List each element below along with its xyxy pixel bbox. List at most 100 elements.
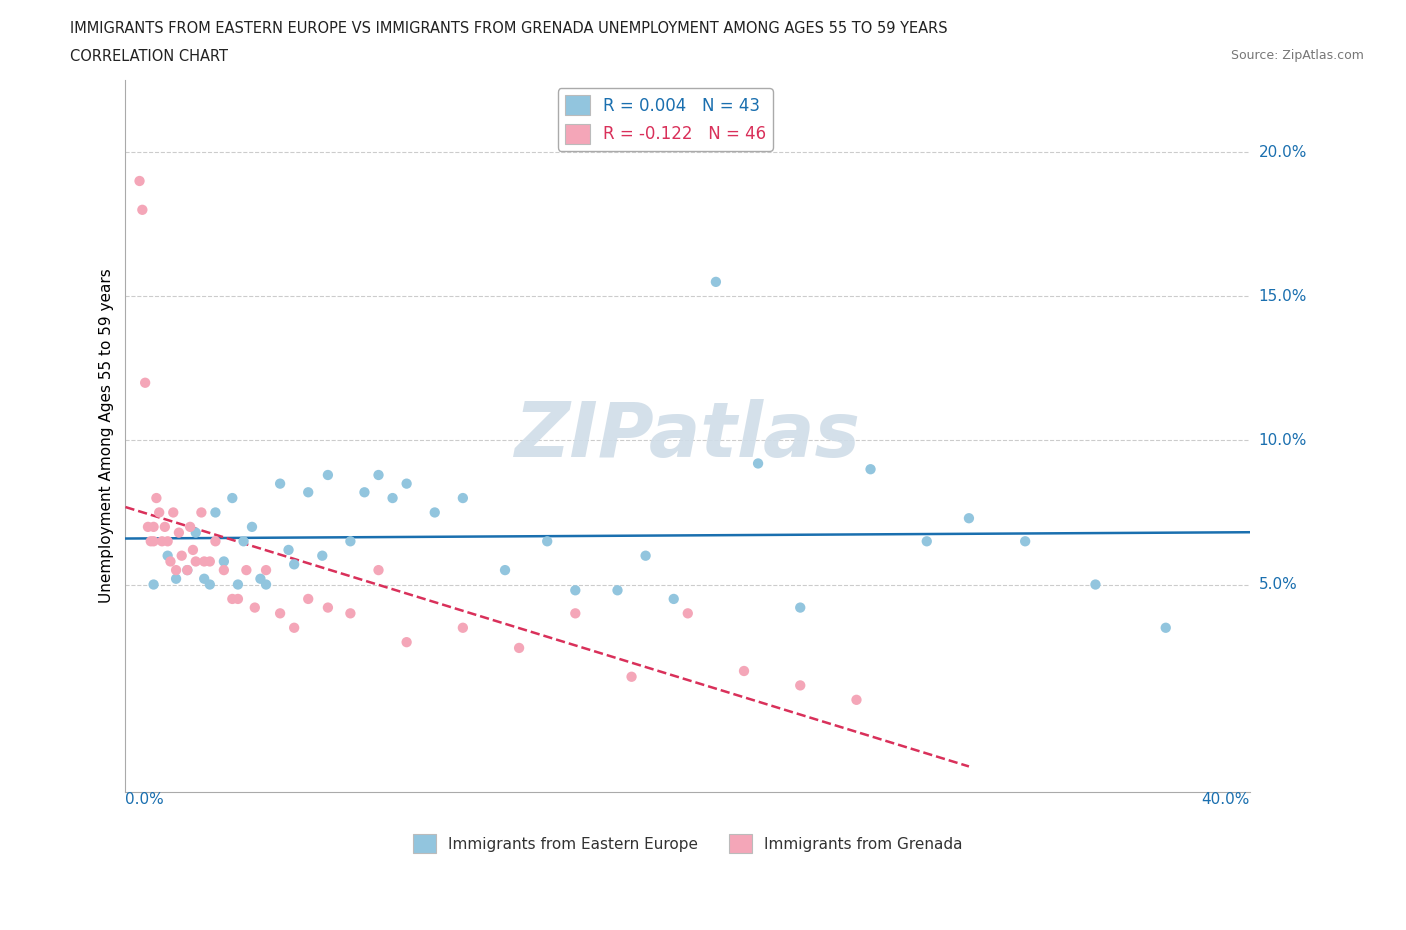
Point (165, 563, 187, 578)
Legend: Immigrants from Eastern Europe, Immigrants from Grenada: Immigrants from Eastern Europe, Immigran… (406, 829, 969, 859)
Y-axis label: Unemployment Among Ages 55 to 59 years: Unemployment Among Ages 55 to 59 years (100, 269, 114, 604)
Point (170, 549, 193, 564)
Point (423, 505, 446, 520)
Point (181, 542, 204, 557)
Point (212, 554, 235, 569)
Point (176, 563, 198, 578)
Point (620, 670, 643, 684)
Point (254, 578, 277, 592)
Point (184, 554, 207, 569)
Point (221, 491, 243, 506)
Text: CORRELATION CHART: CORRELATION CHART (70, 49, 228, 64)
Point (316, 468, 339, 483)
Point (1154, 620, 1177, 635)
Point (859, 462, 882, 477)
Point (789, 600, 811, 615)
Point (277, 542, 299, 557)
Point (212, 563, 235, 578)
Point (148, 505, 170, 520)
Point (606, 583, 628, 598)
Point (150, 534, 173, 549)
Point (142, 534, 165, 549)
Point (451, 620, 474, 635)
Point (564, 606, 586, 621)
Point (165, 571, 187, 586)
Point (395, 476, 418, 491)
Point (367, 468, 389, 483)
Text: ZIPatlas: ZIPatlas (515, 399, 860, 473)
Point (311, 549, 333, 564)
Point (1014, 534, 1036, 549)
Point (136, 520, 159, 535)
Point (747, 456, 769, 471)
Point (156, 534, 179, 549)
Point (283, 620, 305, 635)
Point (190, 505, 212, 520)
Point (193, 554, 215, 569)
Point (339, 534, 361, 549)
Point (226, 591, 249, 606)
Point (139, 534, 162, 549)
Point (494, 563, 516, 578)
Point (249, 571, 271, 586)
Point (353, 485, 375, 499)
Point (367, 563, 389, 578)
Point (254, 563, 277, 578)
Point (845, 692, 868, 707)
Point (297, 485, 319, 499)
Point (316, 600, 339, 615)
Point (134, 376, 156, 391)
Point (179, 520, 201, 535)
Text: IMMIGRANTS FROM EASTERN EUROPE VS IMMIGRANTS FROM GRENADA UNEMPLOYMENT AMONG AGE: IMMIGRANTS FROM EASTERN EUROPE VS IMMIGR… (70, 21, 948, 36)
Point (269, 476, 291, 491)
Point (536, 534, 558, 549)
Point (156, 549, 179, 564)
Point (198, 578, 221, 592)
Point (1084, 578, 1107, 592)
Point (451, 491, 474, 506)
Point (339, 606, 361, 621)
Point (381, 491, 404, 506)
Point (235, 563, 257, 578)
Point (662, 591, 685, 606)
Point (789, 678, 811, 693)
Point (297, 591, 319, 606)
Text: Source: ZipAtlas.com: Source: ZipAtlas.com (1230, 49, 1364, 62)
Point (142, 578, 165, 592)
Text: 15.0%: 15.0% (1258, 289, 1308, 304)
Point (733, 663, 755, 678)
Point (221, 591, 243, 606)
Text: 40.0%: 40.0% (1202, 792, 1250, 807)
Point (131, 203, 153, 218)
Point (198, 554, 221, 569)
Point (128, 174, 150, 189)
Text: 0.0%: 0.0% (125, 792, 165, 807)
Point (915, 534, 938, 549)
Point (508, 641, 530, 656)
Text: 5.0%: 5.0% (1258, 577, 1298, 592)
Point (159, 554, 181, 569)
Point (564, 583, 586, 598)
Point (176, 563, 198, 578)
Point (240, 520, 263, 535)
Point (162, 505, 184, 520)
Point (193, 571, 215, 586)
Point (634, 549, 657, 564)
Point (142, 520, 165, 535)
Point (676, 606, 699, 621)
Point (269, 606, 291, 621)
Text: 10.0%: 10.0% (1258, 432, 1308, 448)
Point (957, 511, 980, 525)
Point (153, 520, 176, 535)
Point (204, 505, 226, 520)
Point (184, 525, 207, 540)
Point (145, 491, 167, 506)
Point (226, 578, 249, 592)
Point (283, 557, 305, 572)
Text: 20.0%: 20.0% (1258, 145, 1308, 160)
Point (167, 525, 190, 540)
Point (232, 534, 254, 549)
Point (395, 635, 418, 650)
Point (204, 534, 226, 549)
Point (704, 274, 727, 289)
